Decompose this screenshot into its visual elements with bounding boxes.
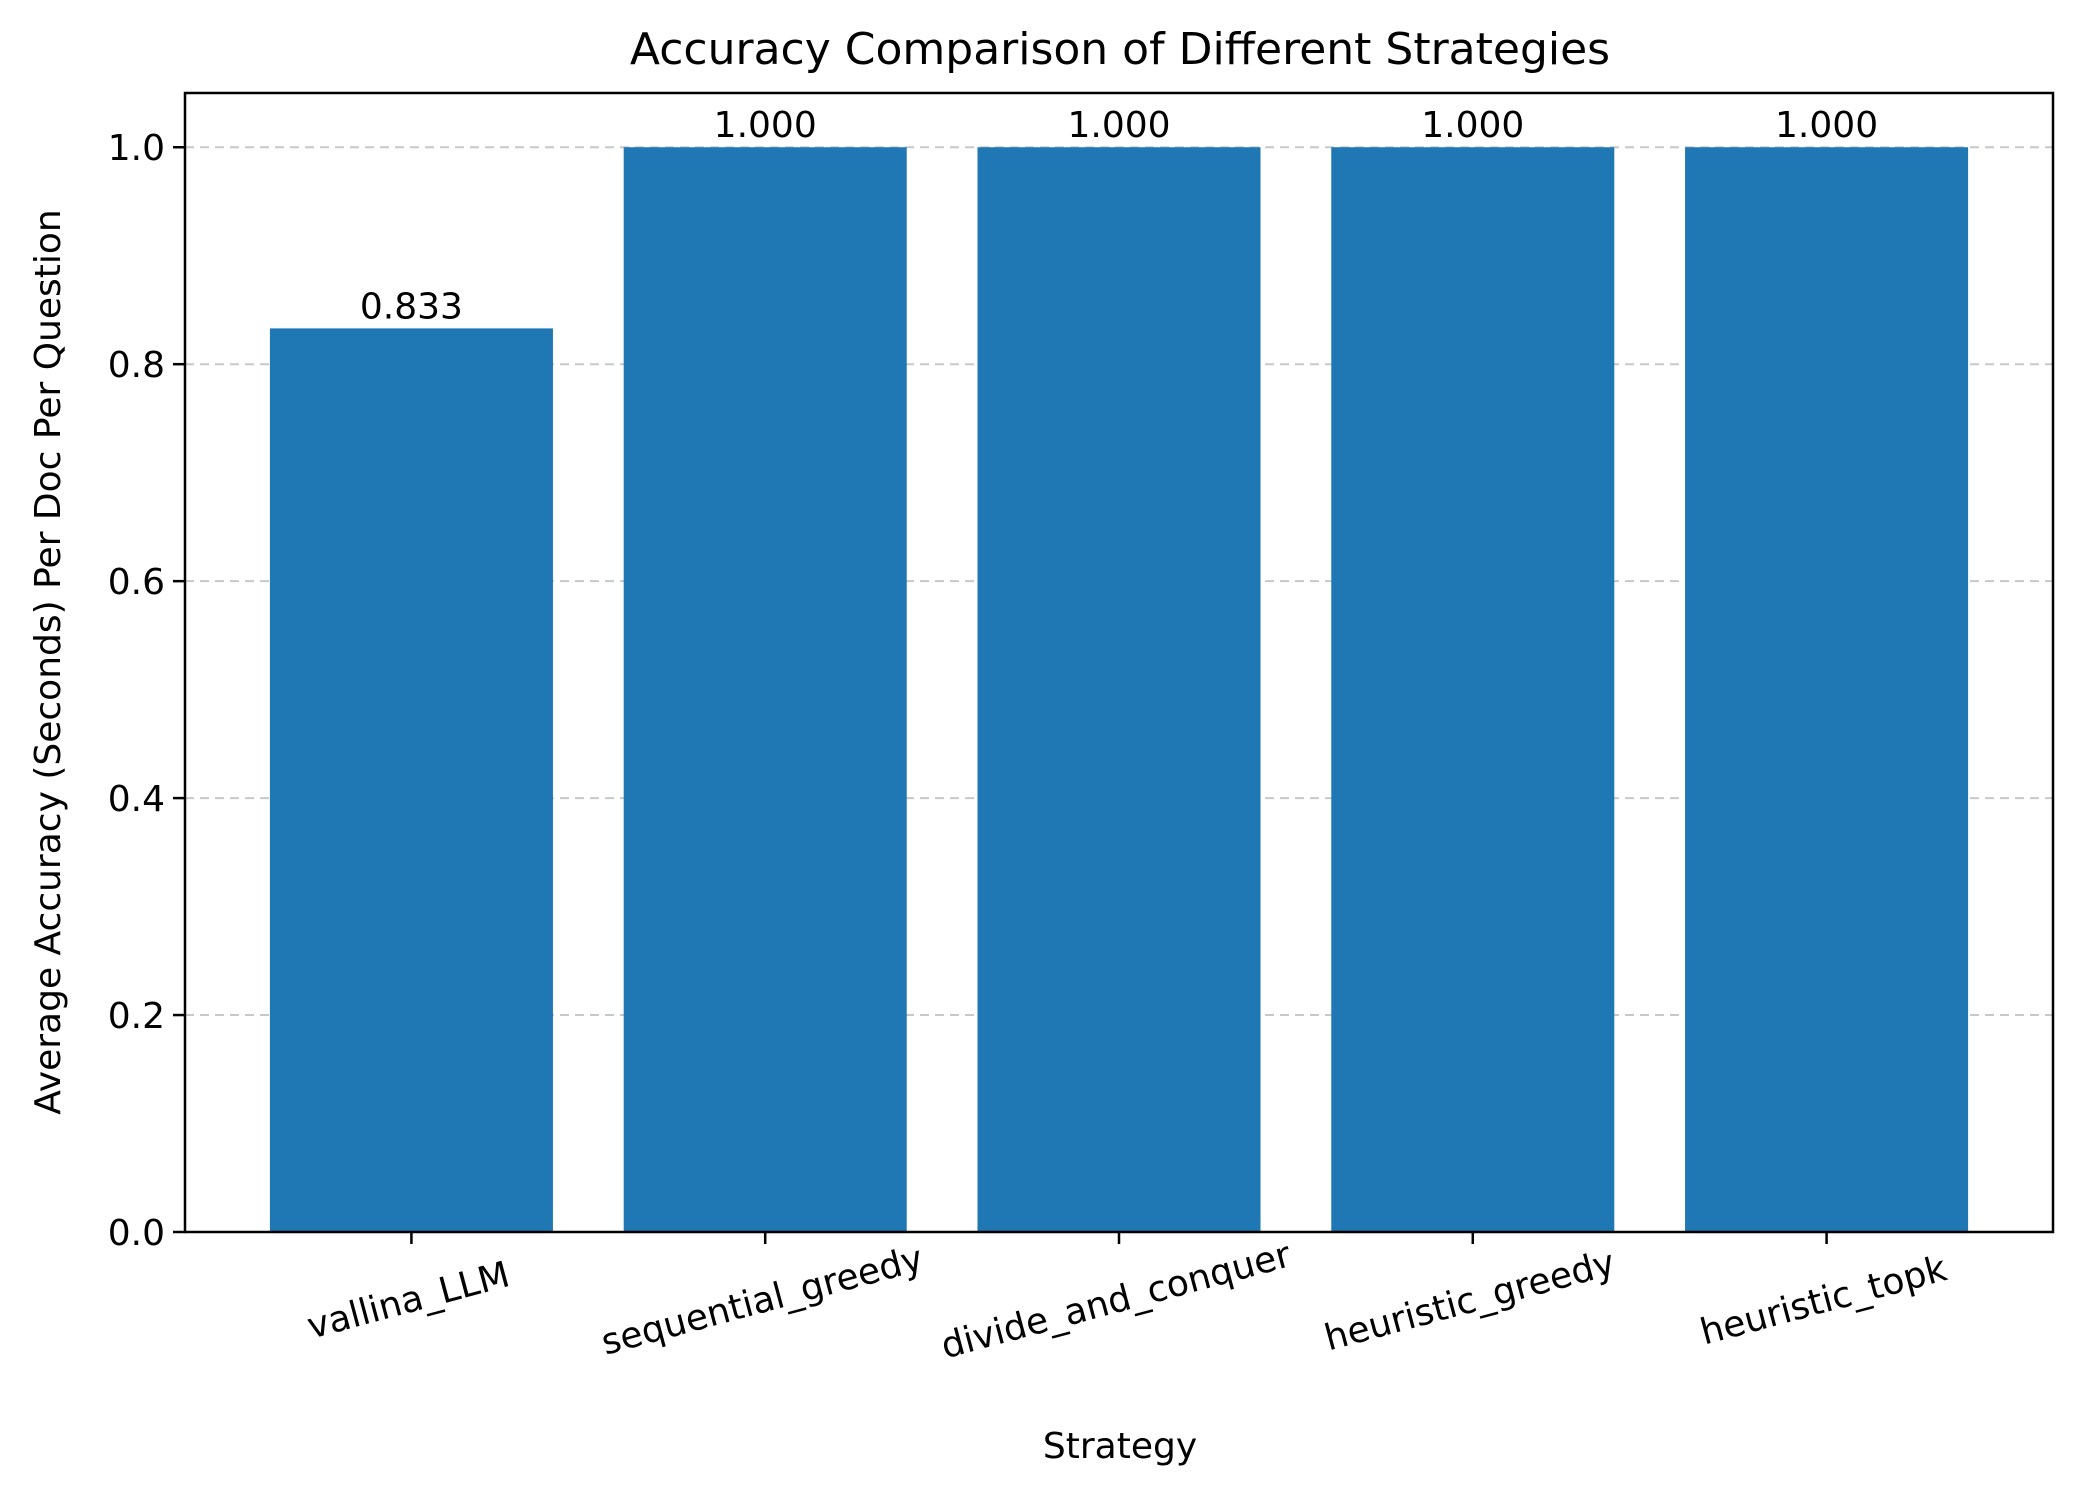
x-tick-label: vallina_LLM (303, 1254, 514, 1347)
y-axis-ticks: 0.0 0.2 0.4 0.6 0.8 1.0 (108, 128, 185, 1254)
y-tick-label: 0.2 (108, 996, 165, 1037)
x-axis-ticks: vallina_LLM sequential_greedy divide_and_c… (303, 1232, 1951, 1367)
bar-value-label: 0.833 (360, 286, 463, 327)
bar-value-label: 1.000 (1067, 105, 1170, 146)
bar (269, 328, 553, 1233)
bar (1331, 147, 1615, 1233)
y-tick-label: 0.4 (108, 779, 165, 820)
y-tick-label: 0.0 (108, 1213, 165, 1254)
bar (1685, 147, 1969, 1233)
x-axis-label: Strategy (1043, 1426, 1197, 1467)
bars (269, 147, 1969, 1233)
bar-value-label: 1.000 (1775, 105, 1878, 146)
x-tick-label: heuristic_topk (1696, 1248, 1951, 1353)
bar (623, 147, 907, 1233)
y-axis-label: Average Accuracy (Seconds) Per Doc Per Q… (28, 209, 69, 1114)
x-tick-label: sequential_greedy (597, 1238, 927, 1363)
bar-value-labels: 0.833 1.000 1.000 1.000 1.000 (360, 105, 1878, 327)
y-tick-label: 1.0 (108, 128, 165, 169)
y-tick-label: 0.8 (108, 345, 165, 386)
bar-value-label: 1.000 (714, 105, 817, 146)
x-tick-label: divide_and_conquer (937, 1234, 1296, 1367)
y-tick-label: 0.6 (108, 562, 165, 603)
chart-title: Accuracy Comparison of Different Strateg… (630, 24, 1610, 75)
bar-value-label: 1.000 (1421, 105, 1524, 146)
x-tick-label: heuristic_greedy (1320, 1242, 1619, 1359)
bar (977, 147, 1261, 1233)
